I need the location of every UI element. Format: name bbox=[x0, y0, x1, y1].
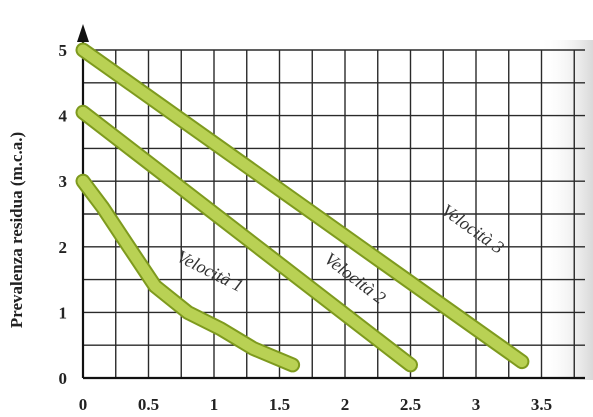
y-axis-arrow-icon bbox=[77, 24, 89, 42]
series-line-2 bbox=[77, 106, 416, 371]
y-tick-labels: 0 1 2 3 4 5 bbox=[59, 41, 68, 388]
series-line-1 bbox=[77, 175, 299, 371]
x-tick-label: 2.5 bbox=[400, 395, 421, 414]
x-tick-label: 2 bbox=[341, 395, 350, 414]
axes bbox=[77, 24, 585, 380]
series-line-3 bbox=[77, 44, 528, 368]
x-tick-label: 3 bbox=[472, 395, 481, 414]
y-tick-label: 5 bbox=[59, 41, 68, 60]
series-group bbox=[75, 42, 530, 373]
y-tick-label: 4 bbox=[59, 107, 68, 126]
y-tick-label: 2 bbox=[59, 238, 68, 257]
x-tick-label: 1.5 bbox=[269, 395, 290, 414]
y-tick-label: 3 bbox=[59, 172, 68, 191]
y-tick-label: 1 bbox=[59, 303, 68, 322]
series-label-1: Velocità 1 bbox=[174, 246, 247, 296]
series-line-outline-1 bbox=[75, 173, 301, 373]
y-axis-title: Prevalenza residua (m.c.a.) bbox=[7, 132, 26, 328]
y-tick-label: 0 bbox=[59, 369, 68, 388]
x-tick-labels: 0 0.5 1 1.5 2 2.5 3 3.5 bbox=[79, 395, 552, 414]
x-tick-label: 3.5 bbox=[531, 395, 552, 414]
x-tick-label: 1 bbox=[210, 395, 219, 414]
x-tick-label: 0 bbox=[79, 395, 88, 414]
series-label-3: Velocità 3 bbox=[438, 200, 508, 258]
x-tick-label: 0.5 bbox=[138, 395, 159, 414]
grid bbox=[83, 49, 585, 378]
plot-right-fade bbox=[540, 40, 593, 380]
